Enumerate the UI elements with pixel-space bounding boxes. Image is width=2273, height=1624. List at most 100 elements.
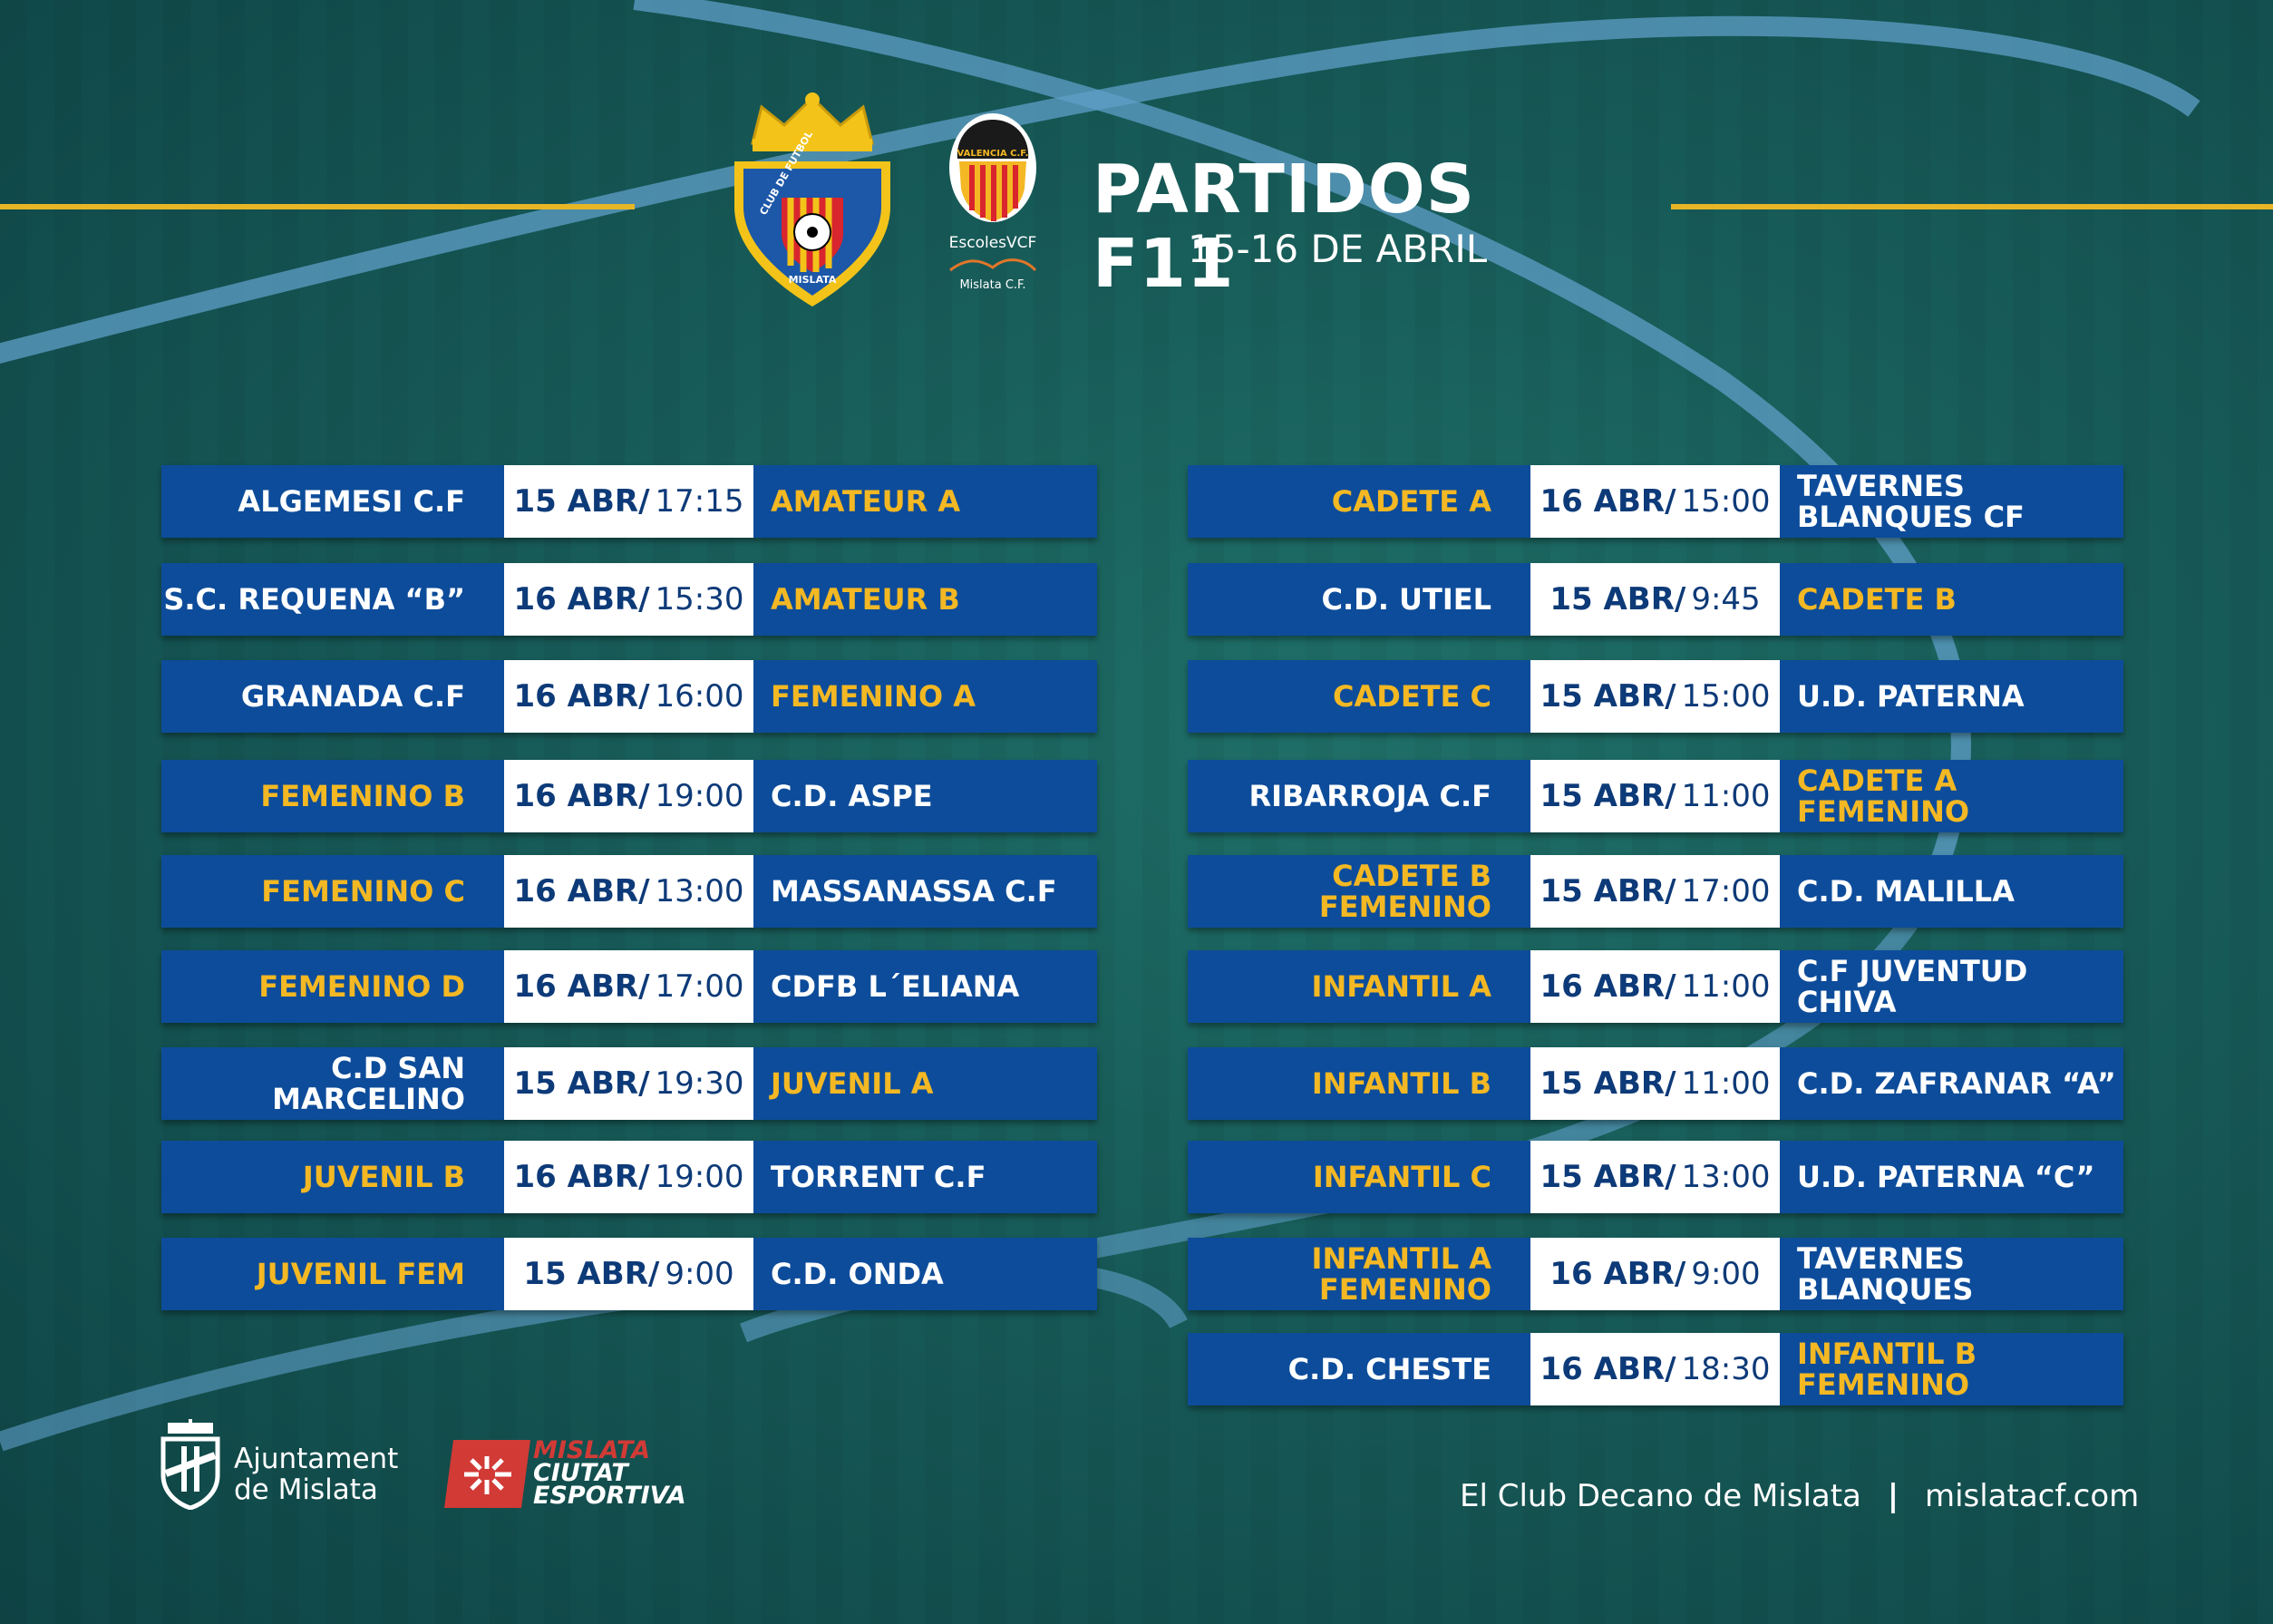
match-day: 15 ABR/	[1540, 778, 1676, 814]
match-datetime: 15 ABR/17:00	[1530, 855, 1780, 928]
match-day: 15 ABR/	[513, 1065, 650, 1102]
match-day: 16 ABR/	[513, 873, 650, 909]
match-datetime: 16 ABR/19:00	[504, 1141, 753, 1213]
away-team: CADETE B	[1777, 563, 2123, 636]
away-team: INFANTIL B FEMENINO	[1777, 1333, 2123, 1405]
mislata-line1: MISLATA	[533, 1436, 651, 1464]
footer-info: El Club Decano de Mislata | mislatacf.co…	[1460, 1478, 2139, 1514]
match-time: 16:00	[655, 678, 744, 715]
match-day: 15 ABR/	[1540, 1065, 1676, 1102]
home-team: S.C. REQUENA “B”	[161, 563, 483, 636]
ajuntament-line1: Ajuntament	[234, 1443, 399, 1475]
match-datetime: 16 ABR/17:00	[504, 950, 753, 1023]
home-team: INFANTIL B	[1188, 1047, 1510, 1120]
away-team: CDFB L´ELIANA	[751, 950, 1097, 1023]
match-time: 9:00	[665, 1256, 734, 1292]
away-team-label: C.D. ZAFRANAR “A”	[1797, 1066, 2116, 1101]
footer-website-link[interactable]: mislatacf.com	[1924, 1478, 2140, 1514]
match-row: ALGEMESI C.F 15 ABR/17:15 AMATEUR A	[161, 465, 1097, 538]
match-row: C.D. UTIEL 15 ABR/9:45 CADETE B	[1188, 563, 2123, 636]
home-team: FEMENINO B	[161, 760, 483, 832]
match-day: 16 ABR/	[1540, 483, 1676, 520]
home-team-label: CADETE C	[1333, 679, 1491, 714]
match-day: 16 ABR/	[513, 581, 650, 618]
match-datetime: 15 ABR/11:00	[1530, 1047, 1780, 1120]
match-row: INFANTIL A FEMENINO 16 ABR/9:00 TAVERNES B…	[1188, 1238, 2123, 1310]
away-team-label: CADETE B	[1797, 582, 1957, 617]
match-row: INFANTIL B 15 ABR/11:00 C.D. ZAFRANAR “A”	[1188, 1047, 2123, 1120]
match-day: 15 ABR/	[513, 483, 650, 520]
match-datetime: 15 ABR/15:00	[1530, 660, 1780, 733]
home-team-label: RIBARROJA C.F	[1248, 779, 1492, 813]
match-row: JUVENIL B 16 ABR/19:00 TORRENT C.F	[161, 1141, 1097, 1213]
match-row: CADETE C 15 ABR/15:00 U.D. PATERNA	[1188, 660, 2123, 733]
away-team-label: C.D. ONDA	[771, 1257, 944, 1291]
home-team-label: JUVENIL FEM	[256, 1257, 465, 1291]
escoles-vcf-logo: VALENCIA C.F. EscolesVCF Mislata C.F.	[949, 113, 1036, 292]
match-time: 13:00	[655, 873, 744, 909]
home-team: INFANTIL C	[1188, 1141, 1510, 1213]
home-team: RIBARROJA C.F	[1188, 760, 1510, 832]
home-team-label: C.D SAN MARCELINO	[272, 1051, 465, 1116]
match-day: 15 ABR/	[1540, 1159, 1676, 1195]
home-team: C.D SAN MARCELINO	[161, 1047, 483, 1120]
page-title: PARTIDOS F11	[1093, 151, 1476, 303]
home-team: JUVENIL B	[161, 1141, 483, 1213]
away-team: JUVENIL A	[751, 1047, 1097, 1120]
vcf-line2: Mislata C.F.	[959, 278, 1025, 292]
away-team: C.D. ASPE	[751, 760, 1097, 832]
match-row: GRANADA C.F 16 ABR/16:00 FEMENINO A	[161, 660, 1097, 733]
match-time: 17:00	[655, 968, 744, 1005]
home-team: ALGEMESI C.F	[161, 465, 483, 538]
home-team: FEMENINO C	[161, 855, 483, 928]
match-time: 18:30	[1681, 1351, 1771, 1387]
match-row: FEMENINO D 16 ABR/17:00 CDFB L´ELIANA	[161, 950, 1097, 1023]
match-day: 16 ABR/	[1549, 1256, 1686, 1292]
away-team-label: AMATEUR A	[771, 484, 961, 519]
match-datetime: 16 ABR/15:00	[1530, 465, 1780, 538]
home-team-label: CADETE A	[1331, 484, 1491, 519]
away-team: U.D. PATERNA “C”	[1777, 1141, 2123, 1213]
home-team: FEMENINO D	[161, 950, 483, 1023]
home-team: C.D. UTIEL	[1188, 563, 1510, 636]
away-team-label: U.D. PATERNA “C”	[1797, 1160, 2095, 1194]
header-line-left	[0, 204, 635, 209]
match-time: 13:00	[1681, 1159, 1771, 1195]
home-team-label: INFANTIL B	[1311, 1066, 1491, 1101]
away-team-label: C.F JUVENTUD CHIVA	[1797, 954, 2028, 1019]
home-team: INFANTIL A	[1188, 950, 1510, 1023]
ajuntament-line2: de Mislata	[234, 1473, 378, 1506]
away-team-label: C.D. ASPE	[771, 779, 933, 813]
match-datetime: 15 ABR/11:00	[1530, 760, 1780, 832]
match-datetime: 16 ABR/16:00	[504, 660, 753, 733]
match-row: CADETE A 16 ABR/15:00 TAVERNES BLANQUES CF	[1188, 465, 2123, 538]
footer-slogan: El Club Decano de Mislata	[1460, 1478, 1861, 1514]
away-team: CADETE A FEMENINO	[1777, 760, 2123, 832]
match-time: 17:00	[1681, 873, 1771, 909]
home-team-label: CADETE B FEMENINO	[1318, 859, 1491, 924]
home-team-label: FEMENINO C	[261, 874, 465, 909]
away-team-label: INFANTIL B FEMENINO	[1797, 1337, 1977, 1402]
away-team: C.D. ZAFRANAR “A”	[1777, 1047, 2123, 1120]
club-crest-logo: CLUB DE FUTBOL MISLATA	[734, 92, 890, 306]
mislata-ciutat-esportiva-label: MISLATA CIUTAT ESPORTIVA	[533, 1436, 686, 1508]
match-time: 19:00	[655, 1159, 744, 1195]
home-team-label: INFANTIL A	[1311, 969, 1491, 1004]
match-row: CADETE B FEMENINO 15 ABR/17:00 C.D. MALILL…	[1188, 855, 2123, 928]
match-time: 11:00	[1681, 778, 1771, 814]
header-line-right	[1671, 204, 2273, 209]
away-team-label: FEMENINO A	[771, 679, 976, 714]
match-day: 16 ABR/	[513, 1159, 650, 1195]
match-datetime: 16 ABR/15:30	[504, 563, 753, 636]
home-team-label: JUVENIL B	[302, 1160, 465, 1194]
home-team: JUVENIL FEM	[161, 1238, 483, 1310]
match-day: 15 ABR/	[1549, 581, 1686, 618]
match-row: S.C. REQUENA “B” 16 ABR/15:30 AMATEUR B	[161, 563, 1097, 636]
home-team-label: GRANADA C.F	[240, 679, 465, 714]
page-subtitle: 15-16 DE ABRIL	[1188, 227, 1488, 271]
home-team-label: S.C. REQUENA “B”	[163, 582, 465, 617]
home-team-label: C.D. CHESTE	[1287, 1352, 1491, 1386]
match-datetime: 15 ABR/13:00	[1530, 1141, 1780, 1213]
away-team-label: TAVERNES BLANQUES CF	[1797, 469, 2025, 534]
match-day: 16 ABR/	[513, 778, 650, 814]
